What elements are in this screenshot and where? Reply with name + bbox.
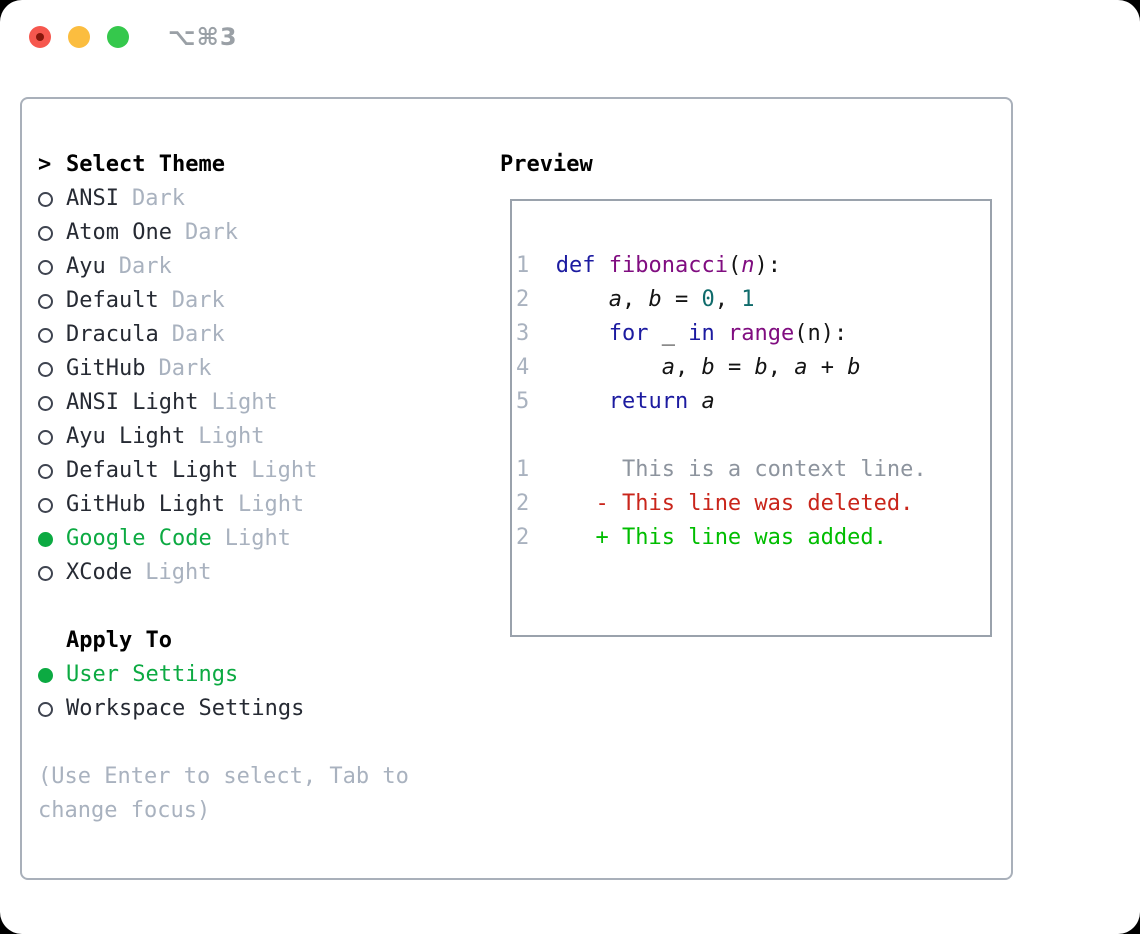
- theme-variant: Dark: [158, 356, 212, 381]
- code-line: [516, 555, 986, 589]
- theme-variant: Light: [251, 458, 318, 483]
- radio-icon: [38, 565, 53, 581]
- theme-variant: Dark: [131, 186, 185, 211]
- preview-pane: 1 def fibonacci(n): 2 a, b = 0, 1 3 for _ …: [510, 199, 992, 637]
- radio-icon: [38, 429, 53, 445]
- code-line: 5 return a: [516, 389, 715, 414]
- theme-name: XCode: [66, 560, 133, 585]
- theme-name: GitHub Light: [66, 492, 225, 517]
- theme-name: Ayu: [66, 254, 106, 279]
- apply-to-title: Apply To: [66, 628, 172, 653]
- radio-icon: [38, 497, 53, 513]
- radio-icon: [38, 463, 53, 479]
- window-title: ⌥⌘3: [168, 23, 238, 51]
- hint-text: (Use Enter to select, Tab to change focus…: [38, 760, 409, 828]
- titlebar: [29, 26, 129, 48]
- theme-option[interactable]: Ayu Light Light: [38, 420, 409, 454]
- radio-icon: [38, 191, 53, 207]
- theme-name: Google Code: [66, 526, 212, 551]
- radio-icon: [38, 361, 53, 377]
- code-line: 2 - This line was deleted.: [516, 491, 914, 516]
- theme-list-title: Select Theme: [66, 152, 225, 177]
- spacer-row: [38, 726, 409, 760]
- apply-to-label: User Settings: [66, 662, 239, 687]
- theme-variant: Light: [224, 526, 291, 551]
- theme-option[interactable]: Default Dark: [38, 284, 409, 318]
- code-line: [516, 419, 986, 453]
- theme-name: ANSI: [66, 186, 119, 211]
- apply-to-list: User Settings Workspace Settings: [38, 658, 409, 726]
- code-line: 2 + This line was added.: [516, 525, 887, 550]
- theme-variant: Dark: [184, 220, 238, 245]
- theme-list: ANSI Dark Atom One Dark Ayu Dark Default Dark Dr…: [38, 182, 409, 590]
- apply-to-option[interactable]: Workspace Settings: [38, 692, 409, 726]
- left-column: > Select Theme ANSI Dark Atom One Dark Ayu Da…: [38, 148, 409, 828]
- apply-to-option[interactable]: User Settings: [38, 658, 409, 692]
- radio-icon: [38, 327, 53, 343]
- theme-name: Default Light: [66, 458, 239, 483]
- theme-option[interactable]: GitHub Dark: [38, 352, 409, 386]
- theme-option[interactable]: GitHub Light Light: [38, 488, 409, 522]
- theme-variant: Light: [198, 424, 265, 449]
- theme-option[interactable]: Default Light Light: [38, 454, 409, 488]
- theme-name: Atom One: [66, 220, 172, 245]
- theme-variant: Dark: [171, 288, 225, 313]
- code-line: 2 a, b = 0, 1: [516, 287, 755, 312]
- code-line: 1 This is a context line.: [516, 457, 927, 482]
- radio-icon: [38, 395, 53, 411]
- theme-option[interactable]: Dracula Dark: [38, 318, 409, 352]
- theme-name: Dracula: [66, 322, 159, 347]
- code-line: [516, 215, 986, 249]
- code-line: 4 a, b = b, a + b: [516, 355, 861, 380]
- theme-variant: Dark: [171, 322, 225, 347]
- radio-icon: [38, 225, 53, 241]
- theme-variant: Dark: [118, 254, 172, 279]
- spacer-row: [38, 590, 409, 624]
- theme-option[interactable]: Google Code Light: [38, 522, 409, 556]
- theme-name: Ayu Light: [66, 424, 186, 449]
- hint-line: (Use Enter to select, Tab to: [38, 764, 409, 789]
- prompt-icon: >: [38, 152, 52, 177]
- theme-option[interactable]: ANSI Dark: [38, 182, 409, 216]
- theme-option[interactable]: XCode Light: [38, 556, 409, 590]
- radio-selected-icon: [38, 667, 53, 683]
- zoom-button[interactable]: [107, 26, 129, 48]
- close-button[interactable]: [29, 26, 51, 48]
- theme-variant: Light: [145, 560, 212, 585]
- radio-icon: [38, 701, 53, 717]
- code-line: 1 def fibonacci(n):: [516, 253, 781, 278]
- radio-icon: [38, 259, 53, 275]
- theme-option[interactable]: ANSI Light Light: [38, 386, 409, 420]
- minimize-button[interactable]: [68, 26, 90, 48]
- radio-icon: [38, 293, 53, 309]
- hint-line: change focus): [38, 798, 211, 823]
- theme-name: ANSI Light: [66, 390, 199, 415]
- theme-name: Default: [66, 288, 159, 313]
- theme-name: GitHub: [66, 356, 146, 381]
- code-line: 3 for _ in range(n):: [516, 321, 848, 346]
- radio-selected-icon: [38, 531, 53, 547]
- theme-option[interactable]: Atom One Dark: [38, 216, 409, 250]
- theme-selector-panel: > Select Theme ANSI Dark Atom One Dark Ayu Da…: [20, 97, 1013, 880]
- apply-to-label: Workspace Settings: [66, 696, 305, 721]
- apply-to-header: Apply To: [38, 624, 409, 658]
- theme-list-header: > Select Theme: [38, 148, 409, 182]
- theme-variant: Light: [211, 390, 278, 415]
- preview-title: Preview: [500, 152, 593, 177]
- modified-dot-icon: [36, 33, 44, 41]
- theme-option[interactable]: Ayu Dark: [38, 250, 409, 284]
- theme-variant: Light: [237, 492, 305, 517]
